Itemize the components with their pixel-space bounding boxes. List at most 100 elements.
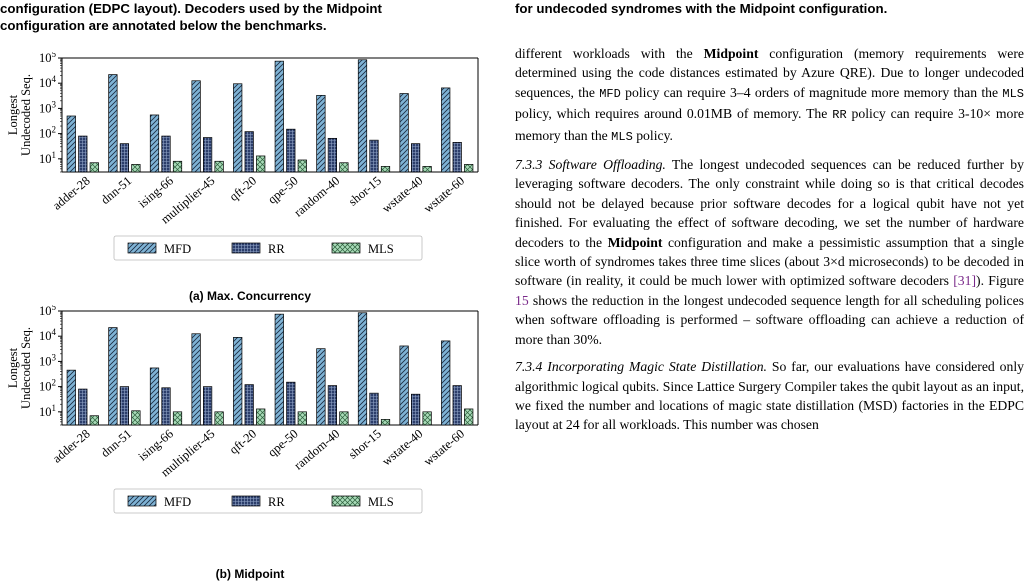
y-axis-label-line2: Undecoded Seq. [19,327,33,409]
bar-mfd-dnn-51 [108,74,118,173]
p1-segment-7: RR [832,108,847,123]
bar-mfd-ising-66 [149,114,160,173]
bar-rr-adder-28 [78,388,88,426]
p1-segment-0: different workloads with the [515,46,704,61]
bar-mfd-shor-15 [357,59,368,173]
x-tick-label: dnn-51 [98,174,134,207]
bar-mfd-multiplier-45 [191,333,201,426]
x-tick-label: qft-20 [227,174,259,204]
p1-segment-2: configuration (memory requirements were … [515,46,1024,100]
chart-max-concurrency: 101 102 103 104 105 Longest Undecoded Seq. adde… [0,52,500,292]
bar-mfd-qft-20 [233,337,243,426]
p3-segment-0: 7.3.4 Incorporating Magic State Distilla… [515,359,767,375]
bar-mls-dnn-51 [131,164,141,173]
bar-rr-wstate-60 [452,385,462,426]
legend-label-mfd: MFD [164,242,191,256]
legend-box [113,488,423,514]
x-tick-label: random-40 [291,427,342,473]
y-tick-label: 102 [39,378,56,394]
x-tick-label: adder-28 [50,427,93,466]
bar-mls-shor-15 [380,166,391,173]
p2-segment-4[interactable]: [31] [953,273,977,289]
bar-mls-wstate-60 [464,408,474,426]
bar-mls-multiplier-45 [214,160,224,173]
bar-rr-qft-20 [244,384,254,426]
bar-rr-qpe-50 [286,381,296,426]
p1-segment-1: Midpoint [703,46,759,61]
x-tick-label: wstate-60 [421,174,467,216]
legend-label-rr: RR [268,495,285,509]
bar-mfd-qft-20 [233,83,243,173]
p2-segment-2: Midpoint [607,234,663,250]
p1-segment-8: policy can require 3-10× more memory tha… [515,106,1024,143]
bar-rr-multiplier-45 [203,386,213,426]
bar-rr-adder-28 [78,135,88,173]
bar-mfd-wstate-60 [441,87,451,173]
bar-rr-dnn-51 [119,143,130,173]
p1-segment-4: policy can require 3–4 orders of magnitu… [620,84,1003,100]
bar-mfd-shor-15 [357,312,368,426]
chart-b-svg: 101 102 103 104 105 Longest Undecoded Seq. adde… [6,305,479,514]
bar-mls-random-40 [339,411,349,426]
y-tick-label: 104 [39,74,57,90]
bar-mls-multiplier-45 [214,411,224,426]
chart-a-svg: 101 102 103 104 105 Longest Undecoded Seq. adde… [6,52,479,261]
bar-mls-wstate-40 [422,411,432,426]
paragraph-software-offloading: 7.3.3 Software Offloading. The longest u… [515,155,1024,349]
y-axis-label-line2: Undecoded Seq. [19,74,33,156]
bar-rr-ising-66 [161,135,171,173]
y-tick-label: 103 [39,352,57,368]
p2-segment-5: ). Figure [976,273,1024,289]
x-tick-label: wstate-40 [379,174,425,216]
legend-swatch-mls [331,242,361,254]
legend-box [113,235,423,261]
legend-label-mls: MLS [368,495,394,509]
p2-segment-6[interactable]: 15 [515,292,529,308]
bar-rr-ising-66 [161,387,171,426]
legend-swatch-rr [231,495,261,507]
y-axis-label-line1: Longest [6,94,20,135]
paragraph-memory: different workloads with the Midpoint co… [515,44,1024,147]
bar-mfd-adder-28 [66,369,76,426]
bar-mls-adder-28 [89,162,99,173]
bar-mfd-wstate-40 [399,345,409,426]
p1-segment-10: policy. [632,127,673,143]
x-tick-label: adder-28 [50,174,93,213]
p1-segment-3: MFD [599,86,621,101]
figure-caption-left: configuration (EDPC layout). Decoders us… [0,0,500,34]
bar-mls-qft-20 [256,408,266,426]
bar-mls-wstate-40 [422,166,432,173]
bar-mfd-qpe-50 [274,313,284,426]
bar-mls-random-40 [339,162,349,173]
bar-rr-shor-15 [369,139,379,173]
body-text: different workloads with the Midpoint co… [515,44,1024,435]
p1-segment-6: policy, which requires around 0.01MB of … [515,106,833,122]
x-tick-label: dnn-51 [98,427,134,460]
legend-swatch-mls [331,495,361,507]
x-tick-label: wstate-60 [421,427,467,469]
bar-mfd-qpe-50 [274,60,284,173]
x-tick-label: shor-15 [346,174,384,209]
legend-label-rr: RR [268,242,285,256]
p2-segment-7: shows the reduction in the longest undec… [515,292,1024,347]
legend-swatch-rr [231,242,261,254]
bar-rr-random-40 [327,385,337,426]
bar-mls-qpe-50 [297,411,307,426]
bar-mfd-random-40 [316,348,326,426]
y-tick-label: 105 [39,305,57,318]
legend-swatch-mfd [127,242,157,254]
p1-segment-9: MLS [611,129,633,144]
y-tick-label: 104 [39,327,57,343]
bar-mls-qft-20 [256,155,266,173]
y-tick-label: 105 [39,52,57,65]
subcaption-b: (b) Midpoint [215,567,285,581]
bar-rr-random-40 [327,137,337,173]
p3-segment-1: So far, our evaluations have considered … [515,359,1024,433]
bar-rr-wstate-60 [452,142,462,173]
bar-mls-shor-15 [380,419,391,426]
bar-mls-dnn-51 [131,410,141,426]
figure-caption-right: for undecoded syndromes with the Midpoin… [515,1,888,16]
bar-mfd-wstate-60 [441,340,451,426]
x-tick-label: random-40 [291,174,342,220]
bar-mls-adder-28 [89,415,99,426]
